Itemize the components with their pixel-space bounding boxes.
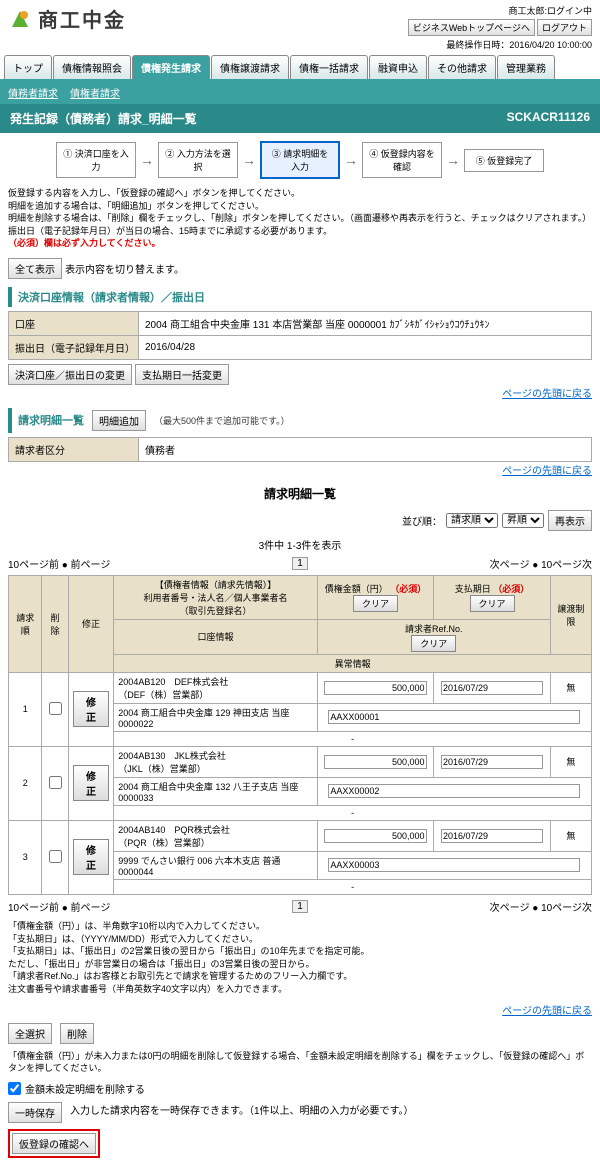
clear-amount-button[interactable]: クリア: [353, 595, 398, 612]
page-info: 3件中 1-3件を表示: [8, 537, 592, 552]
back-to-top-link[interactable]: ページの先頭に戻る: [502, 389, 592, 400]
add-detail-button[interactable]: 明細追加: [92, 410, 146, 431]
sort-field-select[interactable]: 請求順: [446, 513, 498, 528]
row-transfer: 無: [550, 672, 591, 703]
prev-page-icon: ●: [62, 560, 68, 571]
delete-button[interactable]: 削除: [60, 1023, 94, 1044]
confirm-register-button[interactable]: 仮登録の確認へ: [12, 1133, 96, 1154]
row-paydate-input[interactable]: [441, 829, 543, 843]
section-details: 請求明細一覧 明細追加 （最大500件まで追加可能です。）: [8, 408, 592, 433]
delete-note: 「債権金額（円）」が未入力または0円の明細を削除して仮登録する場合、「金額未設定…: [8, 1050, 592, 1075]
toggle-display-button[interactable]: 全て表示: [8, 258, 62, 279]
row-order: 2: [9, 746, 42, 820]
row-order: 1: [9, 672, 42, 746]
page-1[interactable]: 1: [292, 557, 308, 570]
section-account: 決済口座情報（請求者情報）／振出日: [8, 287, 592, 307]
select-all-button[interactable]: 全選択: [8, 1023, 52, 1044]
row-creditor: 2004AB140 PQR株式会社（PQR（株）営業部）: [114, 820, 317, 851]
subtab-1[interactable]: 債権者請求: [70, 85, 120, 100]
save-temp-button[interactable]: 一時保存: [8, 1102, 62, 1123]
flow-step-1: ② 入力方法を選択: [158, 142, 238, 178]
date-value: 2016/04/28: [139, 335, 592, 359]
account-label: 口座: [9, 311, 139, 335]
tab-0[interactable]: トップ: [4, 55, 52, 79]
logo-text: 商工中金: [38, 4, 126, 33]
tab-7[interactable]: 管理業務: [497, 55, 555, 79]
row-order: 3: [9, 820, 42, 894]
date-label: 振出日（電子記録年月日）: [9, 335, 139, 359]
row-paydate-input[interactable]: [441, 755, 543, 769]
tab-1[interactable]: 債権情報照会: [53, 55, 131, 79]
flow-step-3: ④ 仮登録内容を確認: [362, 142, 442, 178]
back-to-top-link-2[interactable]: ページの先頭に戻る: [502, 466, 592, 477]
row-paydate-input[interactable]: [441, 681, 543, 695]
instruction-note: 仮登録する内容を入力し、「仮登録の確認へ」ボタンを押してください。明細を追加する…: [8, 187, 592, 250]
back-to-top-link-3[interactable]: ページの先頭に戻る: [502, 1006, 592, 1017]
row-edit-button[interactable]: 修正: [73, 765, 110, 801]
row-refno-input[interactable]: [328, 710, 580, 724]
tab-5[interactable]: 融資申込: [369, 55, 427, 79]
flow-step-0: ① 決済口座を入力: [56, 142, 136, 178]
delete-unset-checkbox[interactable]: [8, 1082, 21, 1095]
logo-icon: [8, 7, 32, 31]
row-transfer: 無: [550, 746, 591, 777]
row-refno-input[interactable]: [328, 784, 580, 798]
biz-top-button[interactable]: ビジネスWebトップページへ: [408, 19, 535, 36]
last-operation: 最終操作日時：2016/04/20 10:00:00: [408, 38, 592, 51]
change-account-button[interactable]: 決済口座／振出日の変更: [8, 364, 132, 385]
account-value: 2004 商工組合中央金庫 131 本店営業部 当座 0000001 ｶﾌﾞｼｷ…: [139, 311, 592, 335]
row-edit-button[interactable]: 修正: [73, 839, 110, 875]
row-delete-checkbox[interactable]: [49, 776, 62, 789]
clear-refno-button[interactable]: クリア: [411, 635, 456, 652]
row-transfer: 無: [550, 820, 591, 851]
row-creditor: 2004AB120 DEF株式会社（DEF（株）営業部）: [114, 672, 317, 703]
subtab-0[interactable]: 債務者請求: [8, 85, 58, 100]
row-delete-checkbox[interactable]: [49, 702, 62, 715]
page-1-bottom[interactable]: 1: [292, 900, 308, 913]
row-amount-input[interactable]: [324, 681, 426, 695]
screen-id: SCKACR11126: [507, 110, 590, 127]
user-info: 商工太郎:ログイン中: [408, 4, 592, 17]
tab-4[interactable]: 債権一括請求: [290, 55, 368, 79]
clear-paydate-button[interactable]: クリア: [470, 595, 515, 612]
flow-step-2: ③ 請求明細を入力: [260, 141, 340, 179]
tab-3[interactable]: 債権譲渡請求: [211, 55, 289, 79]
tab-2[interactable]: 債権発生請求: [132, 55, 210, 79]
sort-order-select[interactable]: 昇順: [502, 513, 544, 528]
footer-note: 「債権金額（円）」は、半角数字10桁以内で入力してください。「支払期日」は、（Y…: [8, 920, 592, 996]
row-error: -: [114, 805, 592, 820]
tab-6[interactable]: その他請求: [428, 55, 496, 79]
logo: 商工中金: [8, 4, 126, 33]
requester-label: 請求者区分: [9, 437, 139, 461]
row-error: -: [114, 731, 592, 746]
requester-value: 債務者: [139, 437, 592, 461]
row-edit-button[interactable]: 修正: [73, 691, 110, 727]
row-account: 2004 商工組合中央金庫 132 八王子支店 当座 0000033: [114, 777, 317, 805]
row-creditor: 2004AB130 JKL株式会社（JKL（株）営業部）: [114, 746, 317, 777]
row-amount-input[interactable]: [324, 829, 426, 843]
row-account: 2004 商工組合中央金庫 129 神田支店 当座 0000022: [114, 703, 317, 731]
row-refno-input[interactable]: [328, 858, 580, 872]
row-delete-checkbox[interactable]: [49, 850, 62, 863]
row-amount-input[interactable]: [324, 755, 426, 769]
next-page-icon: ●: [532, 560, 538, 571]
row-account: 9999 でんさい銀行 006 六本木支店 普通 0000044: [114, 851, 317, 879]
row-error: -: [114, 879, 592, 894]
page-title: 発生記録（債務者）請求_明細一覧: [10, 110, 197, 127]
flow-step-4: ⑤ 仮登録完了: [464, 149, 544, 172]
list-title: 請求明細一覧: [8, 485, 592, 502]
toggle-note: 表示内容を切り替えます。: [65, 265, 184, 276]
change-paydate-button[interactable]: 支払期日一括変更: [135, 364, 229, 385]
resort-button[interactable]: 再表示: [548, 510, 592, 531]
logout-button[interactable]: ログアウト: [537, 19, 592, 36]
